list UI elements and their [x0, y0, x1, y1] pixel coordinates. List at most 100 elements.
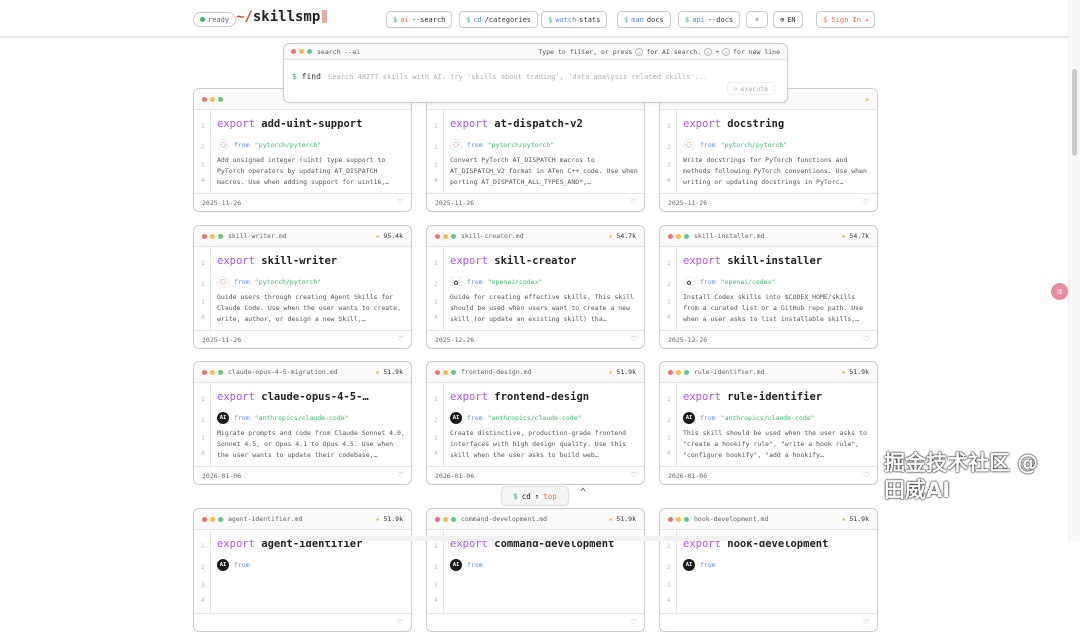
skill-title[interactable]: export rule-identifier: [683, 391, 822, 403]
skill-title[interactable]: export at-dispatch-v2: [450, 118, 583, 130]
cursor-icon: [322, 10, 328, 23]
skill-source: ✿ from "openai/codex": [450, 276, 542, 288]
card-footer: 2025-11-26 ♡: [660, 194, 877, 211]
heart-icon[interactable]: ♡: [630, 198, 636, 208]
nav-ai-button[interactable]: $ ai --search: [386, 11, 453, 28]
scrollbar[interactable]: [1068, 0, 1080, 541]
pytorch-avatar-icon: ◌: [450, 139, 462, 151]
search-input[interactable]: Search 48277 skills with AI: try 'skills…: [328, 73, 708, 81]
translate-float-icon[interactable]: 译: [1051, 283, 1068, 300]
skill-description: Write docstrings for PyTorch functions a…: [683, 156, 867, 186]
star-count: ★ 95.4k: [376, 232, 403, 240]
skill-title[interactable]: export add-uint-support: [217, 118, 362, 130]
skill-description: Add unsigned integer (uint) type support…: [217, 156, 390, 186]
heart-icon[interactable]: ♡: [863, 335, 869, 345]
star-icon: ★: [608, 515, 613, 523]
chevron-up-icon[interactable]: ⌃: [573, 487, 593, 504]
prompt: $: [685, 15, 690, 24]
sign-in-button[interactable]: $ Sign In ⇥: [816, 11, 876, 28]
from-keyword: from: [467, 278, 483, 286]
skill-title[interactable]: export docstring: [683, 118, 784, 130]
window-dots-icon: [291, 49, 312, 54]
heart-icon[interactable]: ♡: [863, 198, 869, 208]
status-text: ready: [208, 15, 230, 24]
logo[interactable]: ~/skillsmp: [236, 9, 328, 25]
star-value: 54.7k: [616, 232, 636, 240]
skill-date: 2026-01-06: [668, 472, 708, 480]
card-footer: 2026-01-06 ♡: [660, 467, 877, 484]
heart-icon[interactable]: ♡: [397, 198, 403, 208]
export-keyword: export: [450, 391, 488, 403]
heart-icon[interactable]: ♡: [630, 471, 636, 481]
skill-description: Create distinctive, production-grade fro…: [450, 429, 627, 459]
star-value: 51.9k: [616, 515, 636, 523]
star-value: 51.9k: [616, 368, 636, 376]
skill-description: Migrate prompts and code from Claude Son…: [217, 429, 405, 459]
nav-watch-button[interactable]: $ watch stats: [541, 11, 608, 28]
card-filename: rule-identifier.md: [694, 368, 765, 376]
window-dots-icon: [668, 233, 689, 239]
skill-source: ◌ from "pytorch/pytorch": [450, 139, 554, 151]
nav-man-button[interactable]: $ man docs: [617, 11, 671, 28]
skill-title[interactable]: export frontend-design: [450, 391, 589, 403]
heart-icon[interactable]: ♡: [863, 618, 869, 628]
card-header: command-development.md ★ 51.9k: [427, 509, 644, 530]
card-filename: claude-opus-4-5-migration.md: [228, 368, 338, 376]
star-icon: ★: [841, 515, 846, 523]
skill-name: rule-identifier: [727, 391, 823, 403]
theme-toggle-button[interactable]: ☼: [746, 11, 768, 28]
card-filename: skill-writer.md: [228, 232, 287, 240]
skill-title[interactable]: export skill-installer: [683, 255, 822, 267]
heart-icon[interactable]: ♡: [630, 335, 636, 345]
ai-search-panel: search --ai Type to filter, or press ⏎ for…: [283, 43, 788, 103]
skill-title[interactable]: export skill-writer: [217, 255, 337, 267]
heart-icon[interactable]: ♡: [630, 618, 636, 628]
skill-description: Guide for creating effective skills. Thi…: [450, 293, 634, 323]
star-count: ★ 51.9k: [376, 368, 403, 376]
heart-icon[interactable]: ♡: [397, 471, 403, 481]
nav-api-button[interactable]: $ api --docs: [678, 11, 741, 28]
prompt: $: [548, 15, 553, 24]
nav-arg: docs: [646, 15, 664, 24]
window-dots-icon: [202, 233, 223, 239]
language-button[interactable]: ⊕ EN: [773, 11, 803, 28]
nav-cmd: api: [692, 15, 705, 24]
scrollbar-thumb[interactable]: [1072, 69, 1077, 156]
skill-name: skill-creator: [494, 255, 577, 267]
prompt: $: [624, 15, 629, 24]
heart-icon[interactable]: ♡: [863, 471, 869, 481]
star-value: 95.4k: [383, 232, 403, 240]
card-header: rule-identifier.md ★ 51.9k: [660, 362, 877, 383]
openai-avatar-icon: ✿: [683, 276, 695, 288]
skill-description: [450, 575, 640, 608]
window-dots-icon: [202, 516, 223, 522]
from-keyword: from: [234, 561, 250, 569]
export-keyword: export: [217, 118, 255, 130]
skill-title[interactable]: export claude-opus-4-5-…: [217, 391, 369, 403]
star-value: 51.9k: [849, 368, 869, 376]
skill-title[interactable]: export skill-creator: [450, 255, 576, 267]
card-filename: command-development.md: [461, 515, 548, 523]
execute-button[interactable]: ⌕ execute: [726, 82, 775, 95]
nav-cd-button[interactable]: $ cd/categories: [459, 11, 539, 28]
heart-icon[interactable]: ♡: [397, 335, 403, 345]
hint-text: +: [715, 47, 720, 56]
card-header: frontend-design.md ★ 51.9k: [427, 362, 644, 383]
star-icon: ★: [375, 515, 380, 523]
nav-arg: stats: [579, 15, 601, 24]
heart-icon[interactable]: ♡: [397, 618, 403, 628]
back-to-top-button[interactable]: $ cd ↑ top: [501, 486, 569, 506]
